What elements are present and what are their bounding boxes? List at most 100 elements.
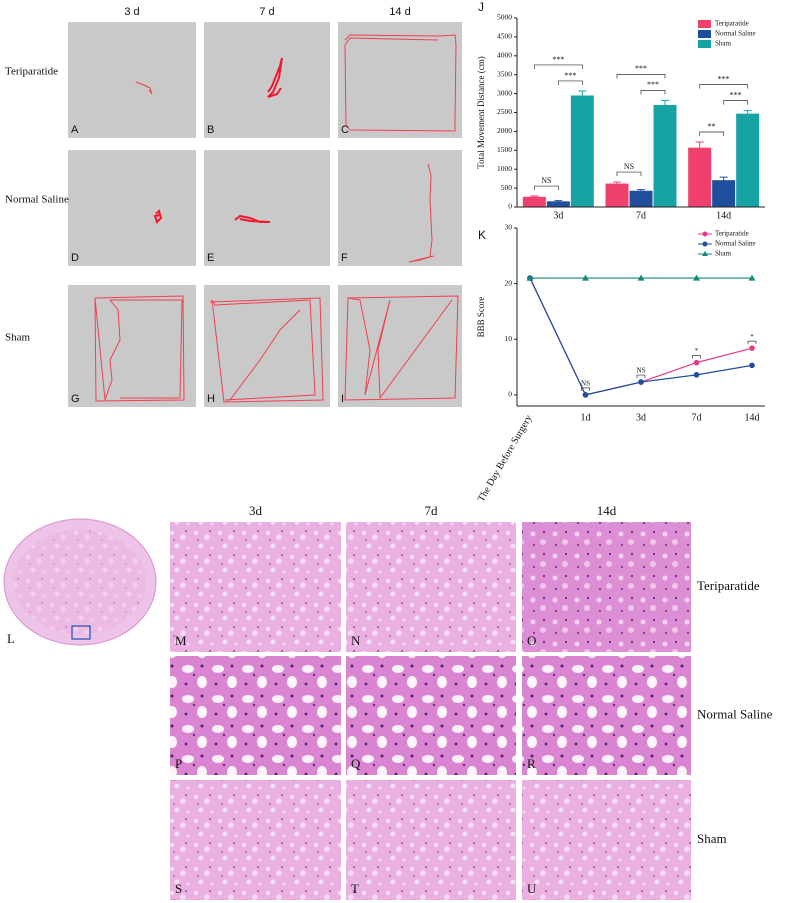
x-tick-label: The Day Before Surgery xyxy=(476,413,535,504)
marker xyxy=(749,362,755,369)
significance-label: NS xyxy=(637,367,646,375)
legend-swatch xyxy=(698,40,711,48)
column-header: 3d xyxy=(249,503,263,518)
marker xyxy=(749,345,755,351)
legend-label: Normal Saline xyxy=(715,240,756,248)
y-tick-label: 4500 xyxy=(497,32,512,41)
error-bar xyxy=(578,90,587,101)
panel-letter: F xyxy=(341,252,348,264)
y-tick-label: 500 xyxy=(501,183,513,192)
significance-label: NS xyxy=(624,162,634,171)
y-axis-label: BBB Score xyxy=(476,297,486,338)
track-panels xyxy=(68,22,462,407)
significance-bracket xyxy=(557,80,583,85)
significance-label: NS xyxy=(581,379,590,387)
panel-letter: A xyxy=(71,124,79,136)
legend-label: Normal Saline xyxy=(715,30,756,38)
legend-marker xyxy=(702,251,708,256)
significance-bracket xyxy=(723,100,749,105)
panel-letter: G xyxy=(71,393,80,405)
significance-bracket xyxy=(692,355,701,359)
panel-letter: D xyxy=(71,252,79,264)
significance-label: NS xyxy=(541,176,551,185)
y-tick-label: 1000 xyxy=(497,164,512,173)
track-trace xyxy=(344,34,457,132)
significance-label: * xyxy=(750,333,754,341)
significance-label: *** xyxy=(552,55,564,64)
marker xyxy=(638,379,644,385)
histology-panel xyxy=(522,656,691,775)
error-bar xyxy=(719,176,728,184)
track-panel xyxy=(338,22,462,138)
histology-panel xyxy=(522,780,691,900)
track-panel xyxy=(68,285,196,407)
marker xyxy=(637,274,645,281)
grey-matter xyxy=(14,530,146,634)
track-trace xyxy=(344,295,459,401)
x-tick-label: 14d xyxy=(745,412,760,423)
histology-panel xyxy=(522,522,691,652)
significance-bracket xyxy=(699,131,725,136)
y-tick-label: 4000 xyxy=(497,51,512,60)
significance-bracket xyxy=(636,374,646,379)
significance-bracket xyxy=(616,74,666,79)
panel-letter: M xyxy=(175,633,187,648)
x-tick-label: 14d xyxy=(716,210,731,221)
error-bar xyxy=(695,141,704,154)
error-bar xyxy=(530,195,539,198)
track-trace xyxy=(209,297,324,403)
panel-letter: B xyxy=(207,124,214,136)
panel-letter: U xyxy=(527,881,537,896)
legend-marker xyxy=(702,231,708,237)
significance-bracket xyxy=(533,185,559,191)
histology-panel xyxy=(170,780,341,900)
panel-label: J xyxy=(478,0,484,14)
legend-label: Teriparatide xyxy=(715,230,749,238)
y-tick-label: 3500 xyxy=(497,69,512,78)
bar xyxy=(688,147,712,207)
significance-bracket xyxy=(533,64,583,69)
legend-label: Teriparatide xyxy=(715,20,749,28)
significance-bracket xyxy=(640,90,666,95)
y-tick-label: 0 xyxy=(508,202,512,211)
panel-letter: I xyxy=(341,393,344,405)
marker xyxy=(526,274,534,281)
legend-label: Sham xyxy=(715,250,732,258)
histology: L xyxy=(3,518,691,900)
track-trace xyxy=(267,57,283,98)
track-trace xyxy=(94,295,185,402)
significance-label: *** xyxy=(647,80,659,89)
legend-swatch xyxy=(698,20,711,28)
panel-label: K xyxy=(478,228,486,242)
marker xyxy=(693,274,700,281)
x-tick-label: 1d xyxy=(581,412,591,423)
track-panel xyxy=(204,285,330,407)
error-bar xyxy=(554,200,563,203)
row-label: Normal Saline xyxy=(5,194,69,206)
panel-letter: P xyxy=(175,756,182,771)
significance-label: *** xyxy=(564,71,576,80)
significance-bracket xyxy=(616,171,642,177)
x-tick-label: 3d xyxy=(553,210,563,221)
error-bar xyxy=(661,99,669,110)
bar xyxy=(522,196,546,207)
column-header: 14d xyxy=(597,503,617,518)
y-tick-label: 2000 xyxy=(497,126,512,135)
y-tick-label: 1500 xyxy=(497,145,512,154)
y-tick-label: 20 xyxy=(505,278,513,287)
legend-marker xyxy=(702,241,708,247)
bar xyxy=(629,190,653,207)
significance-bracket xyxy=(581,387,590,391)
series-line xyxy=(529,277,753,396)
row-label: Sham xyxy=(5,332,31,344)
histology-panel xyxy=(346,656,516,775)
panel-letter: C xyxy=(341,124,349,136)
panel-letter: N xyxy=(351,633,361,648)
histology-panel xyxy=(170,656,341,775)
histology-panel xyxy=(346,780,516,900)
panel-letter: O xyxy=(527,633,536,648)
track-trace xyxy=(234,214,271,223)
column-header: 14 d xyxy=(389,6,410,18)
